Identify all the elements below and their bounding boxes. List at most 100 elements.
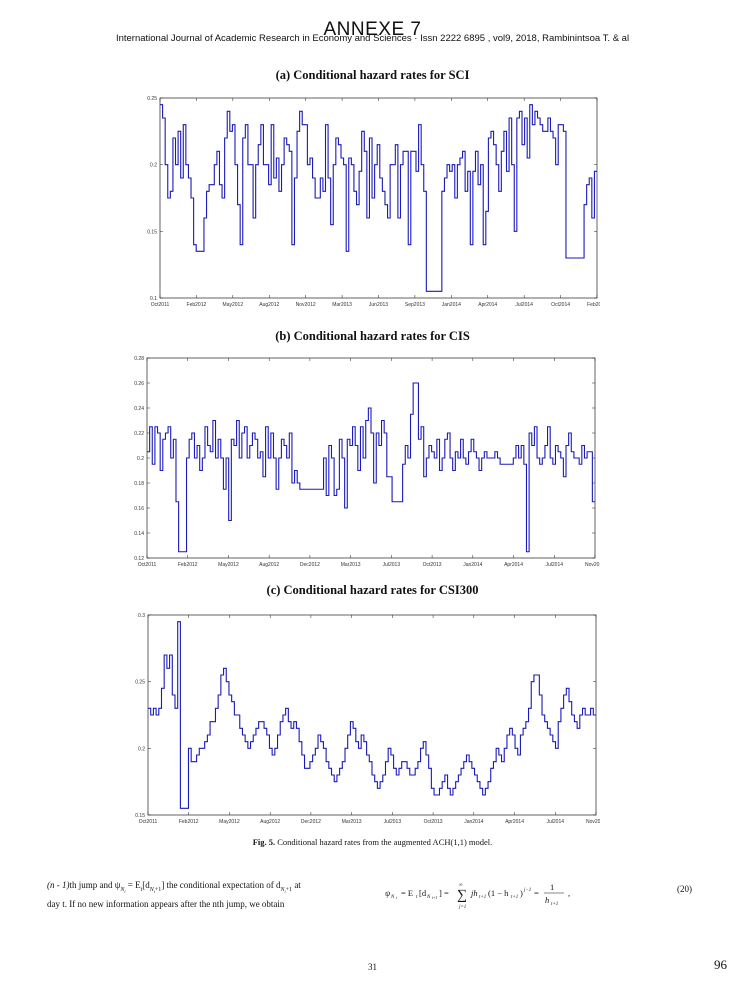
svg-text:j=1: j=1 — [458, 905, 466, 910]
y-tick-label: 0.18 — [134, 481, 144, 487]
svg-text:h: h — [545, 895, 549, 905]
y-tick-label: 0.26 — [134, 381, 144, 387]
caption-text: Conditional hazard rates from the augmen… — [277, 837, 493, 847]
plot-b-cis: 0.280.260.240.220.20.180.160.140.12Oct20… — [134, 356, 600, 568]
x-tick-label: Apr2014 — [505, 819, 524, 825]
svg-text:∑: ∑ — [457, 888, 467, 903]
x-tick-label: Oct2014 — [551, 302, 570, 308]
x-tick-label: Aug2012 — [260, 819, 280, 825]
svg-text:∞: ∞ — [459, 883, 463, 888]
n-minus-1: (n - 1) — [47, 880, 70, 890]
x-tick-label: Jul2014 — [547, 819, 565, 825]
series-line-cis — [147, 382, 595, 553]
svg-text:t+1: t+1 — [551, 902, 558, 907]
svg-text:ψ: ψ — [385, 888, 391, 898]
y-tick-label: 0.2 — [138, 746, 145, 752]
svg-text:1: 1 — [550, 882, 554, 892]
y-tick-label: 0.25 — [135, 680, 145, 686]
y-tick-label: 0.2 — [137, 456, 144, 462]
x-tick-label: Mar2013 — [341, 562, 361, 568]
x-tick-label: Dec2012 — [300, 562, 320, 568]
svg-text:N: N — [390, 895, 395, 900]
x-tick-label: Oct2013 — [423, 562, 442, 568]
x-tick-label: Mar2013 — [342, 819, 362, 825]
y-tick-label: 0.25 — [147, 96, 157, 102]
series-line-sci — [160, 104, 597, 292]
x-tick-label: Dec2012 — [301, 819, 321, 825]
svg-text:t+1: t+1 — [511, 895, 518, 900]
y-tick-label: 0.15 — [135, 813, 145, 819]
y-tick-label: 0.15 — [147, 229, 157, 235]
svg-text:[d: [d — [419, 888, 427, 898]
y-tick-label: 0.28 — [134, 356, 144, 362]
y-tick-label: 0.16 — [134, 506, 144, 512]
x-tick-label: Nov2014 — [586, 819, 600, 825]
x-tick-label: May2012 — [218, 562, 239, 568]
y-tick-label: 0.2 — [150, 163, 157, 169]
x-tick-label: Jan2014 — [463, 562, 482, 568]
svg-text:): ) — [520, 888, 523, 898]
x-tick-label: Sep2013 — [405, 302, 425, 308]
x-tick-label: Mar2013 — [332, 302, 352, 308]
series-line-csi300 — [148, 621, 596, 809]
x-tick-label: Feb2015 — [587, 302, 600, 308]
svg-text:N: N — [426, 895, 431, 900]
svg-text:t: t — [416, 895, 418, 900]
plot-a-title: (a) Conditional hazard rates for SCI — [275, 68, 470, 82]
x-tick-label: Jul2014 — [515, 302, 533, 308]
svg-text:,: , — [568, 888, 570, 898]
x-tick-label: Nov2012 — [296, 302, 316, 308]
x-tick-label: May2012 — [223, 302, 244, 308]
svg-text:(1 − h: (1 − h — [488, 888, 509, 898]
body-line-2: day t. If no new information appears aft… — [47, 898, 285, 909]
page-number-right: 96 — [714, 957, 727, 972]
svg-text:jh: jh — [470, 888, 478, 898]
x-tick-label: Jan2014 — [442, 302, 461, 308]
svg-text:i: i — [396, 895, 397, 900]
equation-number: (20) — [677, 884, 692, 894]
x-tick-label: Nov2014 — [585, 562, 600, 568]
x-tick-label: Jul2014 — [546, 562, 564, 568]
x-tick-label: Aug2012 — [259, 302, 279, 308]
y-tick-label: 0.12 — [134, 556, 144, 562]
x-tick-label: Jun2013 — [369, 302, 388, 308]
x-tick-label: Oct2011 — [138, 562, 157, 568]
x-tick-label: May2012 — [219, 819, 240, 825]
x-tick-label: Jul2013 — [384, 819, 402, 825]
y-tick-label: 0.1 — [150, 296, 157, 302]
x-tick-label: Oct2013 — [424, 819, 443, 825]
equation-20: ψ N i = E t [d N i+1 ] = ∑ ∞ j=1 jh t+1 … — [385, 882, 570, 910]
y-tick-label: 0.22 — [134, 431, 144, 437]
figure-caption: Fig. 5. Conditional hazard rates from th… — [0, 837, 745, 847]
svg-text:i+1: i+1 — [432, 895, 437, 900]
journal-line: International Journal of Academic Resear… — [115, 33, 630, 44]
y-tick-label: 0.3 — [138, 613, 145, 619]
plot-b-title: (b) Conditional hazard rates for CIS — [275, 329, 470, 343]
svg-text:= E: = E — [401, 888, 413, 898]
caption-label: Fig. 5. — [252, 837, 276, 847]
plot-frame — [159, 97, 598, 299]
x-tick-label: Jan2014 — [464, 819, 483, 825]
x-tick-label: Oct2011 — [139, 819, 158, 825]
annex-label: ANNEXE 7 — [323, 19, 422, 40]
x-tick-label: Feb2012 — [179, 819, 199, 825]
x-tick-label: Apr2014 — [478, 302, 497, 308]
x-tick-label: Jul2013 — [383, 562, 401, 568]
plot-frame — [146, 357, 596, 559]
x-tick-label: Oct2011 — [151, 302, 170, 308]
body-line-1: (n - 1)th jump and ψNi = Et[dNi+1] the c… — [47, 880, 301, 894]
svg-text:=: = — [534, 888, 539, 898]
x-tick-label: Apr2014 — [504, 562, 523, 568]
svg-text:j−1: j−1 — [523, 888, 531, 893]
y-tick-label: 0.14 — [134, 531, 144, 537]
x-tick-label: Aug2012 — [259, 562, 279, 568]
x-tick-label: Feb2012 — [187, 302, 207, 308]
x-tick-label: Feb2012 — [178, 562, 198, 568]
plot-c-title: (c) Conditional hazard rates for CSI300 — [266, 583, 479, 597]
svg-text:] =: ] = — [439, 888, 449, 898]
body-text: (n - 1)th jump and ψNi = Et[dNi+1] the c… — [47, 879, 377, 911]
svg-text:t+1: t+1 — [479, 895, 486, 900]
page-number-center: 31 — [368, 962, 377, 972]
